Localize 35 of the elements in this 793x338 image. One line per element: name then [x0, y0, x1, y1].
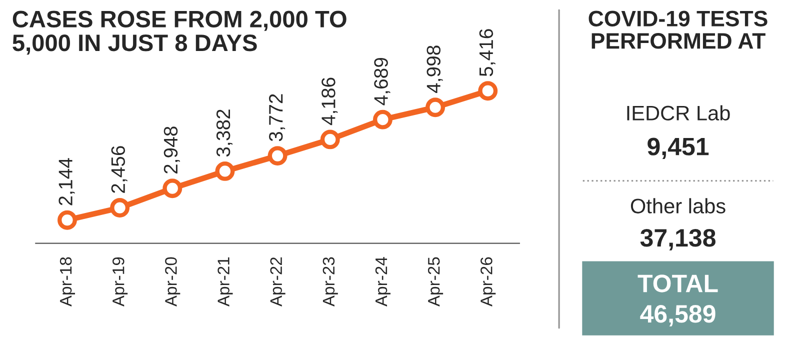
x-tick-label: Apr-25	[428, 257, 444, 307]
text: TOTAL	[638, 274, 718, 292]
text: IEDCR Lab	[627, 105, 730, 121]
text: 9,451	[648, 138, 709, 160]
x-tick-label: Apr-24	[375, 257, 390, 307]
x-tick-label: Apr-22	[270, 257, 286, 307]
point	[426, 98, 446, 118]
data-label: 4,186	[322, 78, 338, 126]
point	[162, 178, 182, 198]
point	[215, 161, 235, 181]
data-label: 5,416	[479, 29, 496, 76]
point	[268, 146, 288, 166]
point	[478, 81, 498, 101]
data-label: 3,382	[216, 110, 232, 157]
point	[372, 110, 392, 130]
data-label: 2,456	[111, 146, 128, 193]
text: Other labs	[630, 198, 726, 214]
text: 46,589	[640, 305, 716, 326]
chart-title: CASES ROSE FROM 2,000 TO 5,000 IN JUST 8 DAYS	[12, 10, 346, 55]
text: COVID-19 TESTS PERFORMED AT	[588, 10, 768, 49]
x-tick-label: Apr-18	[60, 257, 75, 307]
point	[58, 210, 77, 230]
x-tick-label: Apr-23	[322, 257, 338, 307]
point	[110, 198, 130, 218]
data-label: 4,998	[426, 46, 443, 94]
point	[320, 130, 340, 150]
x-tick-label: Apr-21	[218, 257, 233, 307]
data-label: 4,689	[374, 58, 390, 106]
x-tick-label: Apr-26	[480, 257, 496, 307]
text: 37,138	[640, 228, 716, 250]
data-label: 2,144	[58, 158, 75, 206]
x-tick-label: Apr-19	[112, 257, 128, 307]
x-tick-label: Apr-20	[165, 257, 180, 307]
data-label: 2,948	[164, 126, 180, 174]
data-label: 3,772	[269, 94, 286, 142]
